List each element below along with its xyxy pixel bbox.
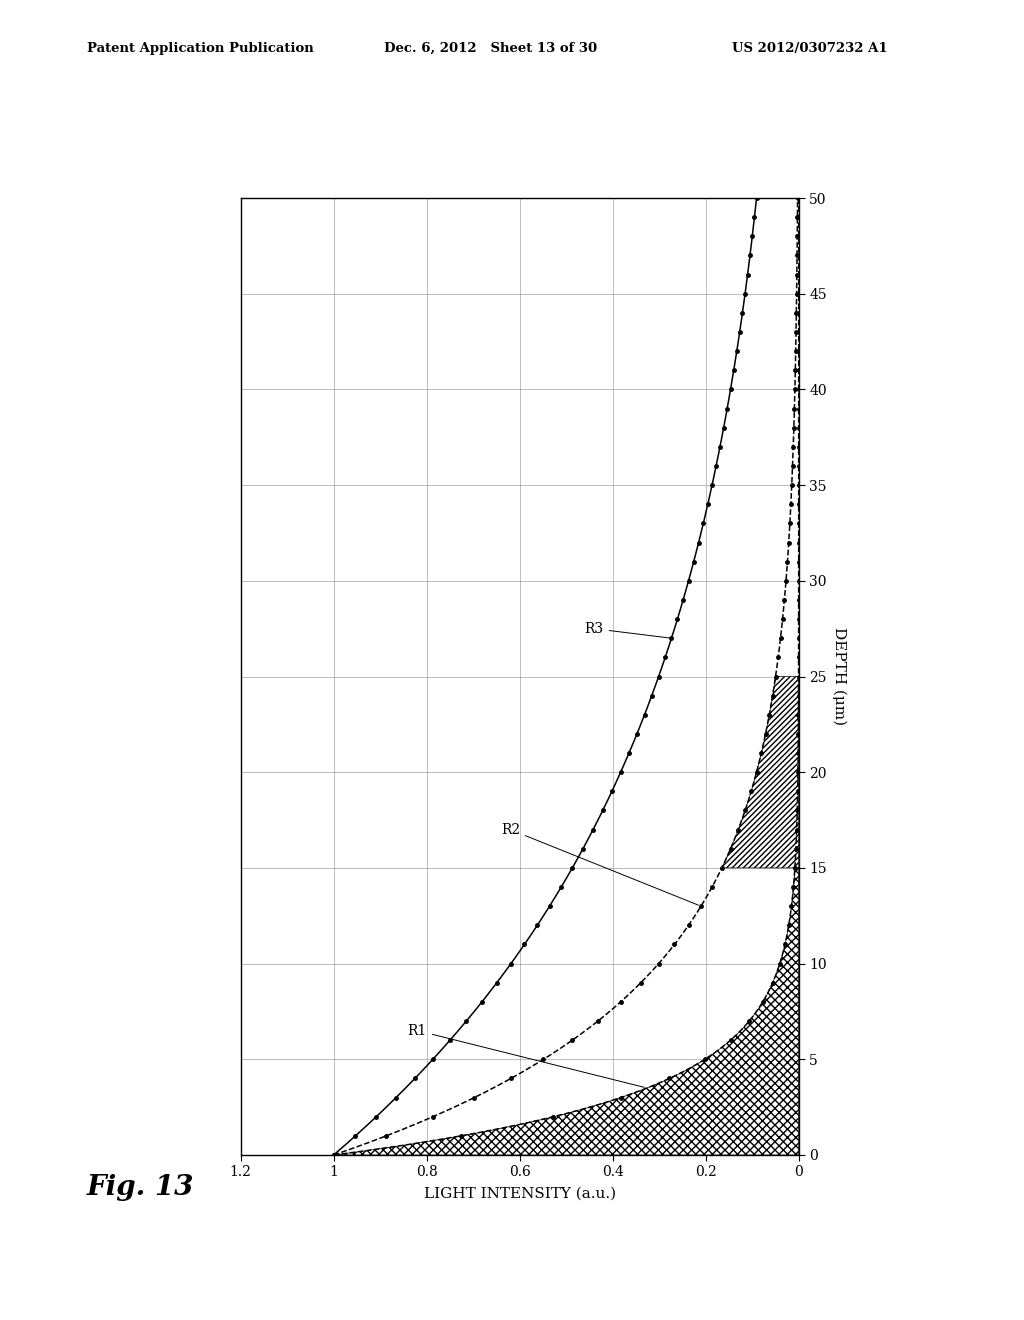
Text: US 2012/0307232 A1: US 2012/0307232 A1	[732, 42, 888, 55]
Y-axis label: DEPTH (μm): DEPTH (μm)	[831, 627, 846, 726]
Text: R2: R2	[501, 822, 698, 906]
Text: Patent Application Publication: Patent Application Publication	[87, 42, 313, 55]
Text: R1: R1	[408, 1023, 644, 1088]
Text: Dec. 6, 2012   Sheet 13 of 30: Dec. 6, 2012 Sheet 13 of 30	[384, 42, 597, 55]
Text: Fig. 13: Fig. 13	[87, 1173, 195, 1201]
X-axis label: LIGHT INTENSITY (a.u.): LIGHT INTENSITY (a.u.)	[424, 1187, 615, 1200]
Text: R3: R3	[585, 622, 669, 638]
